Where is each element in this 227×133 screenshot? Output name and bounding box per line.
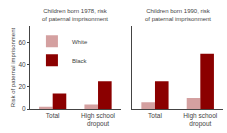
svg-text:White: White	[72, 39, 88, 45]
svg-text:Black: Black	[72, 58, 88, 64]
svg-text:40: 40	[18, 61, 26, 68]
svg-text:Children born 1978, riskof pat: Children born 1978, riskof paternal impr…	[42, 8, 108, 22]
svg-text:Children born 1990, riskof pat: Children born 1990, riskof paternal impr…	[145, 8, 211, 22]
svg-text:Risk of paternal imprisonment: Risk of paternal imprisonment	[10, 27, 16, 107]
svg-text:0: 0	[22, 105, 26, 112]
svg-text:60: 60	[18, 39, 26, 46]
svg-text:High schooldropout: High schooldropout	[183, 112, 218, 128]
svg-text:20: 20	[18, 83, 26, 90]
svg-text:Total: Total	[46, 112, 60, 119]
svg-text:Total: Total	[148, 112, 162, 119]
svg-text:High schooldropout: High schooldropout	[81, 112, 116, 128]
